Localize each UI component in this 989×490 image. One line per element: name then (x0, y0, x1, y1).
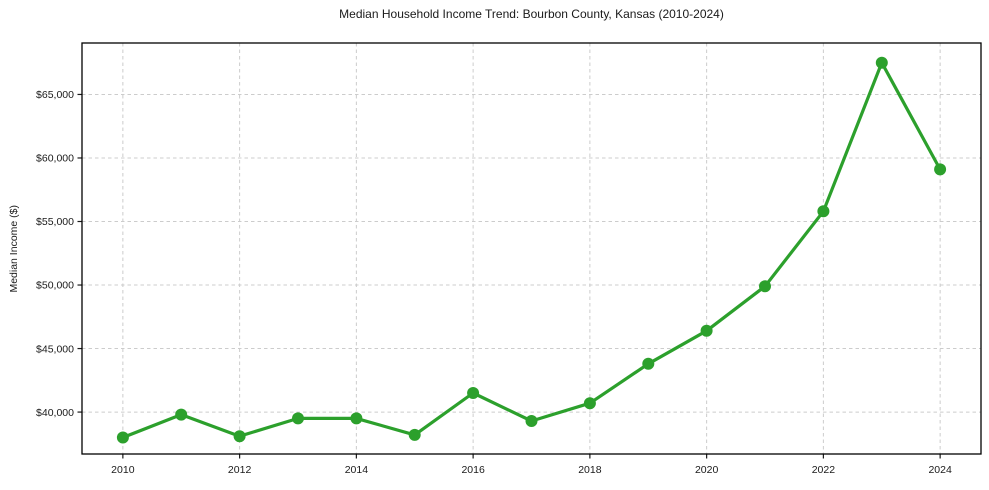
data-point (233, 430, 246, 443)
plot-border (81, 42, 982, 455)
plot-area (82, 43, 981, 454)
x-tick-label: 2022 (812, 464, 836, 476)
y-tick-label: $50,000 (36, 280, 74, 292)
data-point (408, 428, 421, 441)
data-point (175, 408, 188, 421)
data-point (875, 56, 888, 69)
y-tick-label: $65,000 (36, 89, 74, 101)
x-tick-label: 2012 (228, 464, 252, 476)
data-point (467, 387, 480, 399)
x-tick-label: 2018 (578, 464, 602, 476)
data-point (525, 415, 538, 427)
data-point (759, 280, 771, 293)
data-point (700, 324, 713, 337)
y-tick-label: $60,000 (36, 153, 74, 165)
data-point (583, 397, 596, 410)
y-tick-label: $40,000 (36, 407, 74, 419)
chart-title: Median Household Income Trend: Bourbon C… (339, 7, 724, 21)
y-tick-label: $45,000 (36, 343, 74, 355)
x-tick-label: 2016 (461, 464, 485, 476)
x-tick-label: 2020 (695, 464, 719, 476)
data-point (642, 357, 655, 370)
x-tick-label: 2010 (111, 464, 135, 476)
y-tick-label: $55,000 (36, 216, 74, 228)
data-point (350, 412, 363, 425)
data-point (292, 412, 304, 425)
x-tick-label: 2024 (928, 464, 952, 476)
data-point (116, 431, 129, 444)
data-point (817, 205, 830, 218)
data-point (934, 163, 947, 176)
x-tick-label: 2014 (345, 464, 369, 476)
